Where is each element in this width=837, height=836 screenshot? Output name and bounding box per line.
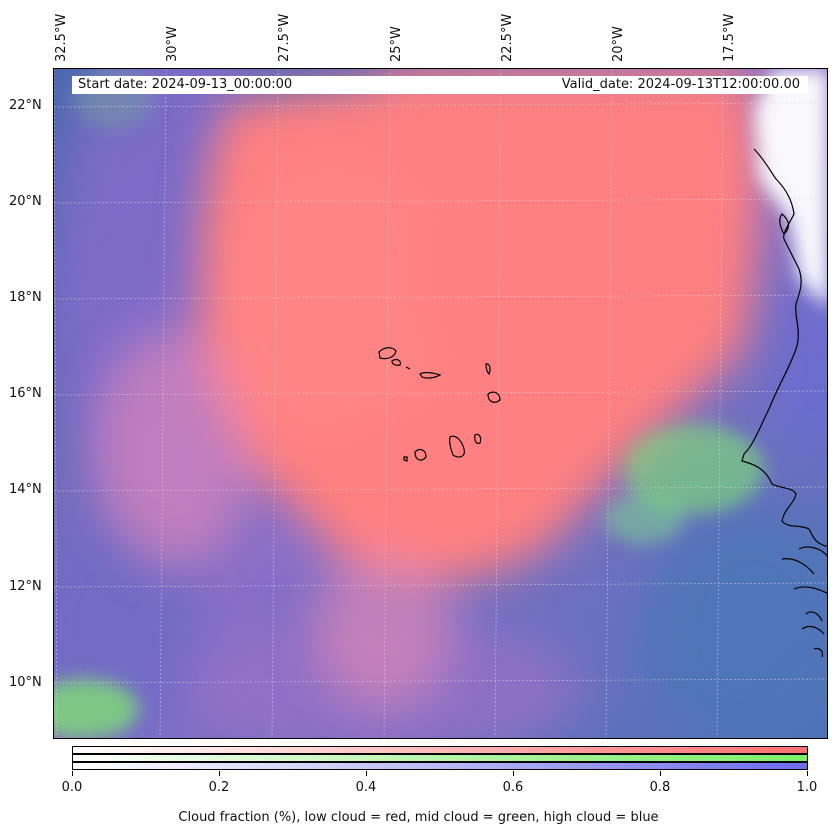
lon-label-27-5w: 27.5°W [277, 13, 292, 62]
island-sal [485, 363, 491, 376]
cloud-fraction-map[interactable] [53, 68, 828, 739]
start-date-label: Start date: 2024-09-13_00:00:00 [78, 77, 293, 92]
colorbar-label-4: 0.8 [649, 780, 671, 795]
colorbar-tick-2 [366, 771, 367, 776]
island-sao-nicolau [419, 371, 442, 379]
lon-label-30w: 30°W [165, 26, 180, 62]
lat-label-20n: 20°N [9, 194, 42, 209]
lat-label-16n: 16°N [9, 386, 42, 401]
africa-coastline [741, 148, 827, 548]
colorbar-tick-4 [660, 771, 661, 776]
lon-label-17-5w: 17.5°W [722, 13, 737, 62]
island-santo-antao [378, 347, 397, 360]
map-canvas [54, 69, 827, 738]
island-maio [474, 433, 482, 445]
low-cloud-layer [94, 69, 760, 709]
island-santa-luzia [405, 366, 411, 370]
colorbar-tick-1 [219, 771, 220, 776]
colorbar-label-0: 0.0 [61, 780, 83, 795]
colorbar-label-2: 0.4 [355, 780, 377, 795]
lon-label-32-5w: 32.5°W [54, 13, 69, 62]
lat-label-18n: 18°N [9, 290, 42, 305]
island-santiago [449, 435, 465, 458]
island-brava [403, 456, 408, 462]
island-boa-vista [487, 391, 501, 403]
colorbar-tick-0 [72, 771, 73, 776]
colorbar-high-cloud [72, 762, 808, 770]
lat-label-10n: 10°N [9, 675, 42, 690]
island-sao-vicente [391, 359, 401, 366]
coastline [741, 148, 827, 658]
colorbar-tick-5 [807, 771, 808, 776]
colorbar-low-cloud [72, 746, 808, 754]
lon-label-20w: 20°W [611, 26, 626, 62]
gridlines [54, 69, 827, 738]
coast-inlet-1 [779, 213, 790, 235]
lat-label-12n: 12°N [9, 579, 42, 594]
land-clear-area [754, 69, 827, 307]
lon-label-22-5w: 22.5°W [500, 13, 515, 62]
island-fogo [414, 448, 427, 461]
mid-cloud-layer [54, 69, 764, 738]
lon-label-25w: 25°W [389, 26, 404, 62]
colorbar-label-3: 0.6 [502, 780, 524, 795]
colorbar-tick-3 [513, 771, 514, 776]
lat-label-14n: 14°N [9, 482, 42, 497]
bijagos-islands [801, 611, 825, 658]
colorbar-caption: Cloud fraction (%), low cloud = red, mid… [178, 810, 659, 825]
colorbar-mid-cloud [72, 754, 808, 762]
cape-verde-islands [378, 347, 501, 462]
lat-label-22n: 22°N [9, 98, 42, 113]
coast-inlet-2 [781, 546, 827, 594]
date-bar: Start date: 2024-09-13_00:00:00 Valid_da… [72, 76, 808, 94]
colorbar-label-1: 0.2 [208, 780, 230, 795]
colorbar-label-5: 1.0 [796, 780, 818, 795]
valid-date-label: Valid_date: 2024-09-13T12:00:00.00 [561, 77, 800, 92]
